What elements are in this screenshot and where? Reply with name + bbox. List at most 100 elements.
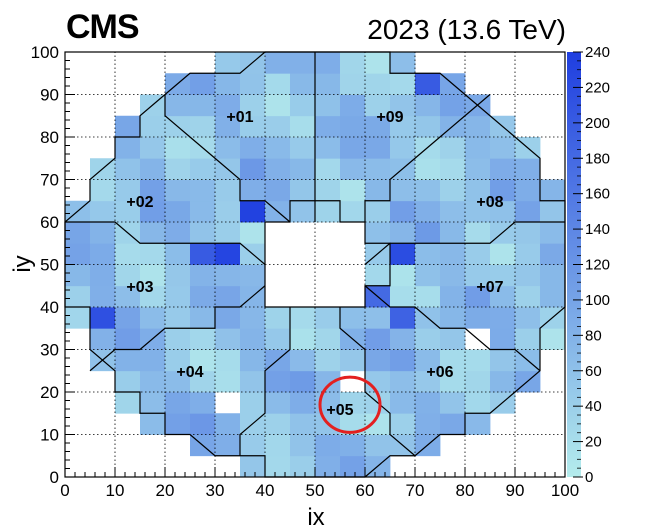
x-tick-label: 50	[306, 481, 325, 500]
heatmap-cell	[190, 349, 216, 372]
heatmap-cell	[440, 137, 466, 159]
heatmap-cell	[140, 115, 166, 138]
y-tick-label: 60	[40, 213, 59, 232]
heatmap-cell	[415, 179, 441, 202]
heatmap-cell	[215, 307, 241, 329]
x-tick-label: 30	[206, 481, 225, 500]
heatmap-cell	[115, 328, 141, 350]
heatmap-cell	[390, 115, 416, 138]
heatmap-cell	[215, 52, 241, 74]
heatmap-cell	[290, 52, 316, 74]
heatmap-cell	[490, 158, 516, 180]
heatmap-cell	[365, 200, 391, 223]
heatmap-cell	[215, 243, 241, 265]
heatmap-cell	[165, 94, 191, 117]
heatmap-cell	[165, 413, 191, 435]
heatmap-cell	[165, 349, 191, 372]
heatmap-cell	[440, 307, 466, 329]
heatmap-cell	[290, 200, 316, 223]
run-label: 2023 (13.6 TeV)	[367, 14, 566, 45]
heatmap-cell	[215, 222, 241, 244]
heatmap-cell	[340, 52, 366, 74]
heatmap-cell	[115, 115, 141, 138]
heatmap-cell	[340, 413, 366, 435]
heatmap-cell	[440, 200, 466, 223]
heatmap-cell	[190, 264, 216, 287]
heatmap-cell	[465, 179, 491, 202]
heatmap-cell	[415, 285, 441, 308]
heatmap-cell	[340, 94, 366, 117]
heatmap-cell	[90, 264, 116, 287]
heatmap-cell	[315, 328, 341, 350]
heatmap-cell	[465, 349, 491, 372]
heatmap-cell	[290, 307, 316, 329]
heatmap-cell	[290, 179, 316, 202]
heatmap-cell	[165, 392, 191, 414]
heatmap-cell	[190, 328, 216, 350]
heatmap-cell	[140, 137, 166, 159]
heatmap-cell	[390, 328, 416, 350]
heatmap-cell	[140, 285, 166, 308]
heatmap-cell	[315, 158, 341, 180]
heatmap-cell	[365, 222, 391, 244]
heatmap-cell	[365, 158, 391, 180]
y-tick-label: 50	[40, 256, 59, 275]
heatmap-cell	[240, 115, 266, 138]
heatmap-cell	[265, 73, 291, 95]
heatmap-cell	[90, 307, 116, 329]
x-tick-label: 10	[106, 481, 125, 500]
heatmap-cell	[390, 392, 416, 414]
heatmap-cell	[515, 222, 541, 244]
sector-boundary	[364, 285, 541, 372]
heatmap-cell	[440, 94, 466, 117]
heatmap-cell	[340, 200, 366, 223]
sector-boundary	[65, 221, 266, 265]
heatmap-cell	[240, 158, 266, 180]
heatmap-cell	[390, 243, 416, 265]
heatmap-cell	[140, 264, 166, 287]
colorbar-tick-label: 60	[585, 363, 602, 380]
heatmap-cell	[440, 243, 466, 265]
colorbar-tick-label: 240	[585, 44, 610, 61]
experiment-label: CMS	[66, 8, 140, 46]
heatmap-cell	[265, 392, 291, 414]
heatmap-cell	[440, 328, 466, 350]
heatmap-cell	[515, 264, 541, 287]
heatmap-cell	[315, 94, 341, 117]
colorbar-tick-label: 20	[585, 434, 602, 451]
heatmap-cell	[240, 222, 266, 244]
heatmap-cell	[440, 158, 466, 180]
heatmap-cell	[465, 285, 491, 308]
y-tick-label: 10	[40, 426, 59, 445]
heatmap-cell	[340, 179, 366, 202]
heatmap-cell	[515, 158, 541, 180]
heatmap-cell	[390, 179, 416, 202]
colorbar-tick-label: 100	[585, 292, 610, 309]
heatmap-cell	[290, 137, 316, 159]
x-tick-label: 0	[60, 481, 69, 500]
heatmap-cell	[265, 413, 291, 435]
heatmap-cell	[90, 243, 116, 265]
sector-boundary	[164, 94, 291, 223]
heatmap-cell	[340, 392, 366, 414]
heatmap-cell	[240, 73, 266, 95]
heatmap-cell	[365, 94, 391, 117]
y-axis-label: iy	[9, 255, 36, 272]
heatmap-cell	[415, 158, 441, 180]
colorbar-tick-label: 80	[585, 327, 602, 344]
heatmap-cell	[340, 73, 366, 95]
heatmap-cell	[515, 243, 541, 265]
heatmap-cell	[115, 392, 141, 414]
heatmap-cell	[215, 137, 241, 159]
heatmap-cell	[365, 328, 391, 350]
heatmap-cell	[390, 73, 416, 95]
heatmap-cell	[265, 158, 291, 180]
heatmap-cell	[140, 158, 166, 180]
heatmap-cell	[365, 137, 391, 159]
heatmap-cell	[190, 179, 216, 202]
heatmap-cell	[265, 434, 291, 457]
heatmap-cell	[140, 200, 166, 223]
heatmap-cell	[365, 434, 391, 457]
heatmap-cell	[290, 392, 316, 414]
x-tick-label: 100	[551, 481, 579, 500]
